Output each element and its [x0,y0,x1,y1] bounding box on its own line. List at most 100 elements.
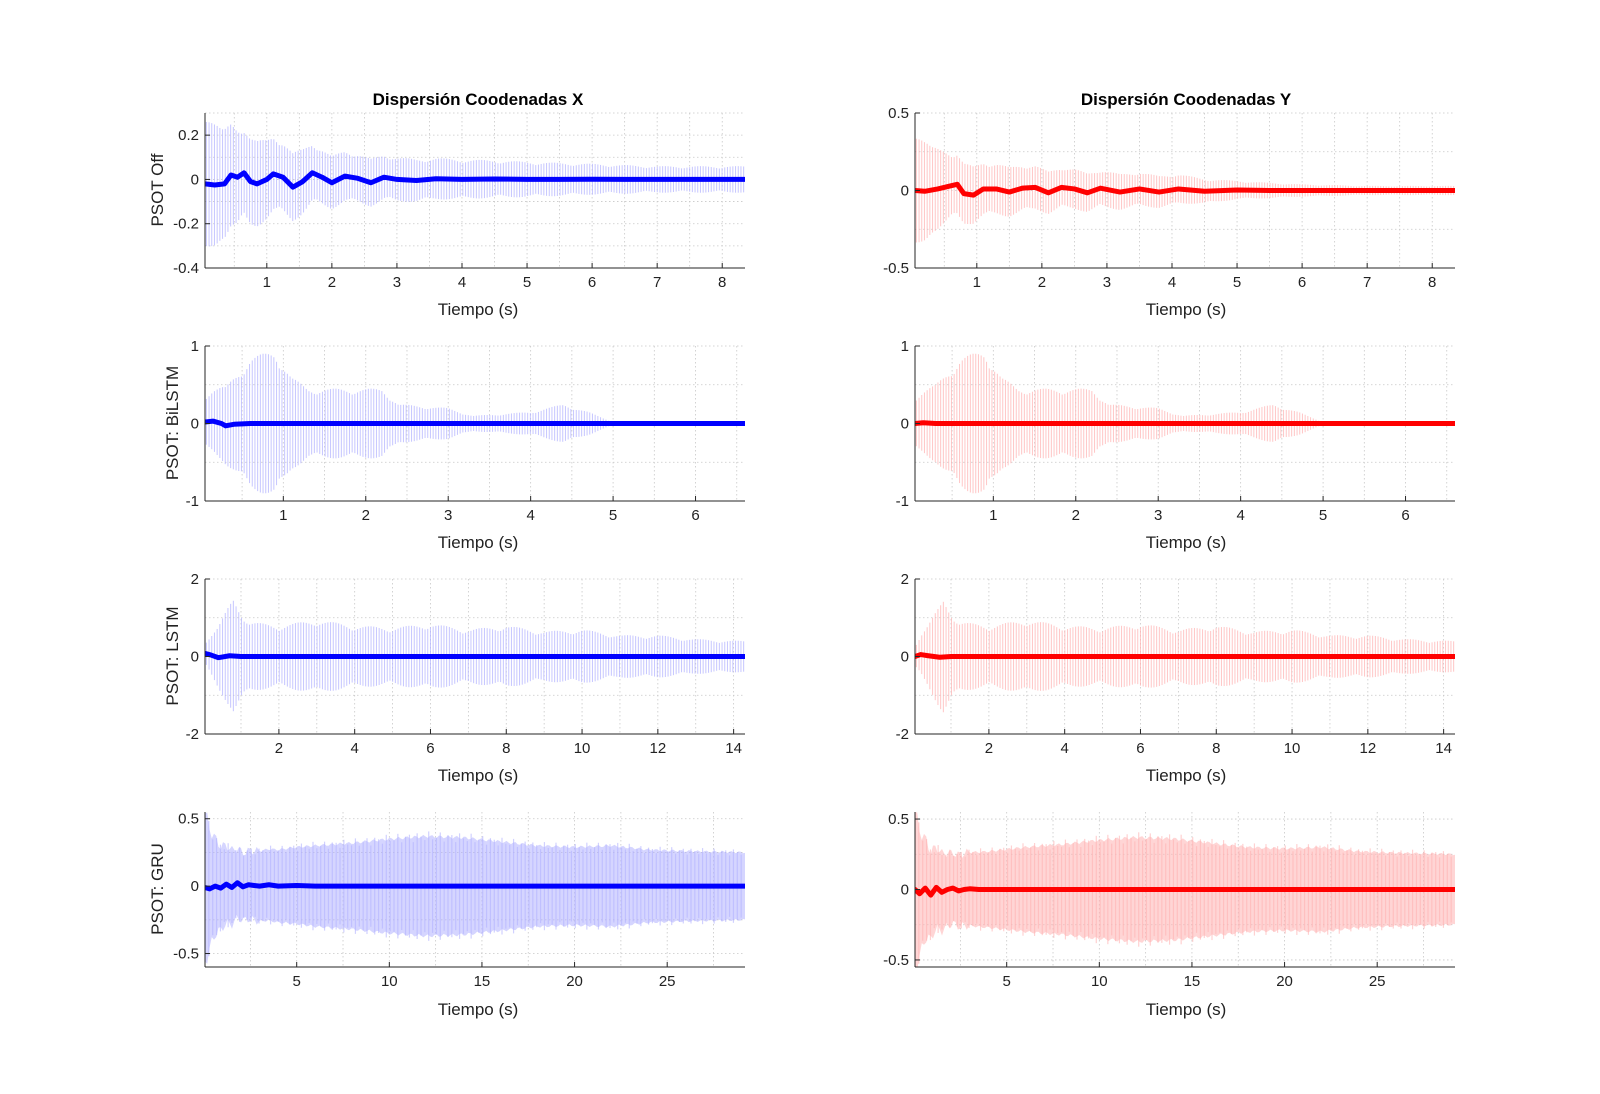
mean-line-ax3 [205,418,745,429]
x-tick-label-ax3: 3 [444,507,452,524]
x-tick-label-ax5: 2 [275,740,283,757]
subplot-ax3: 1 2 3 4 5 6 -1 0 1 [186,338,745,524]
mean-line-ax5 [205,650,745,661]
y-tick-label-ax2: 0.5 [888,105,909,122]
y-tick-label-ax1: -0.4 [173,260,199,277]
x-tick-label-ax4: 3 [1154,507,1162,524]
subplot-layer: 1 2 3 4 5 6 7 8-0.4-0.200.21 2 3 4 5 6 7 8-0.500.51 2 3 4… [173,105,1455,990]
x-tick-label-ax7: 20 [566,973,583,990]
y-tick-label-ax5: 2 [191,571,199,588]
x-tick-label-ax2: 3 [1103,274,1111,291]
x-tick-label-ax5: 12 [649,740,666,757]
y-tick-label-ax4: 0 [901,416,909,433]
ylabel-ax1: PSOT Off [148,153,167,226]
x-tick-label-ax1: 7 [653,274,661,291]
x-tick-label-ax3: 6 [691,507,699,524]
xlabel-ax6: Tiempo (s) [1146,766,1227,785]
mean-line-ax6 [915,652,1455,660]
x-tick-label-ax4: 4 [1236,507,1244,524]
panel-title-x: Dispersión Coodenadas X [373,90,584,109]
y-tick-label-ax7: 0.5 [178,811,199,828]
x-tick-label-ax6: 12 [1359,740,1376,757]
x-tick-label-ax4: 2 [1072,507,1080,524]
x-tick-label-ax2: 6 [1298,274,1306,291]
x-tick-label-ax7: 25 [659,973,676,990]
x-tick-label-ax2: 7 [1363,274,1371,291]
x-tick-label-ax3: 2 [362,507,370,524]
x-tick-label-ax6: 8 [1212,740,1220,757]
x-tick-label-ax2: 5 [1233,274,1241,291]
mean-line-ax4 [915,420,1455,426]
y-tick-label-ax5: -2 [186,726,199,743]
x-tick-label-ax3: 4 [526,507,534,524]
subplot-ax5: 2 4 6 8 10 12 14 -2 0 2 [186,571,745,757]
subplot-ax6: 2 4 6 8 10 12 14 -2 0 2 [896,571,1455,757]
xlabel-ax3: Tiempo (s) [438,533,519,552]
y-tick-label-ax1: -0.2 [173,216,199,233]
y-tick-label-ax6: -2 [896,726,909,743]
subplot-ax8: 5 10 15 20 25 -0.5 0 0.5 [883,811,1455,990]
x-tick-label-ax8: 20 [1276,973,1293,990]
x-tick-label-ax1: 3 [393,274,401,291]
xlabel-ax1: Tiempo (s) [438,300,519,319]
ylabel-ax5: PSOT: LSTM [163,606,182,705]
y-tick-label-ax4: 1 [901,338,909,355]
x-tick-label-ax7: 5 [293,973,301,990]
y-tick-label-ax8: 0.5 [888,811,909,828]
y-tick-label-ax6: 2 [901,571,909,588]
x-tick-label-ax7: 15 [474,973,491,990]
y-tick-label-ax2: 0 [901,183,909,200]
y-tick-label-ax3: 0 [191,416,199,433]
mean-line-ax2 [915,181,1455,198]
x-tick-label-ax1: 8 [718,274,726,291]
mean-line-ax8 [915,884,1455,898]
subplot-ax1: 1 2 3 4 5 6 7 8 -0.4 -0.2 0 0.2 [173,112,745,291]
panel-title-y: Dispersión Coodenadas Y [1081,90,1292,109]
ylabel-ax7: PSOT: GRU [148,843,167,935]
x-tick-label-ax5: 8 [502,740,510,757]
ylabel-ax3: PSOT: BiLSTM [163,366,182,480]
y-tick-label-ax7: 0 [191,878,199,895]
x-tick-label-ax4: 6 [1401,507,1409,524]
y-tick-label-ax1: 0.2 [178,127,199,144]
x-tick-label-ax3: 5 [609,507,617,524]
x-tick-label-ax5: 4 [351,740,359,757]
x-tick-label-ax4: 5 [1319,507,1327,524]
x-tick-label-ax1: 2 [328,274,336,291]
y-tick-label-ax1: 0 [191,171,199,188]
x-tick-label-ax2: 8 [1428,274,1436,291]
subplot-ax2: 1 2 3 4 5 6 7 8 -0.5 0 0.5 [883,105,1455,291]
x-tick-label-ax2: 2 [1038,274,1046,291]
x-tick-label-ax1: 4 [458,274,466,291]
x-tick-label-ax8: 5 [1003,973,1011,990]
y-tick-label-ax6: 0 [901,649,909,666]
mean-line-ax7 [205,880,745,892]
xlabel-ax4: Tiempo (s) [1146,533,1227,552]
xlabel-ax2: Tiempo (s) [1146,300,1227,319]
x-tick-label-ax4: 1 [989,507,997,524]
x-tick-label-ax6: 6 [1136,740,1144,757]
x-tick-label-ax1: 5 [523,274,531,291]
x-tick-label-ax7: 10 [381,973,398,990]
subplot-ax7: 5 10 15 20 25 -0.5 0 0.5 [173,811,745,990]
x-tick-label-ax5: 10 [574,740,591,757]
x-tick-label-ax1: 6 [588,274,596,291]
x-tick-label-ax8: 15 [1184,973,1201,990]
y-tick-label-ax5: 0 [191,649,199,666]
x-tick-label-ax1: 1 [263,274,271,291]
x-tick-label-ax8: 25 [1369,973,1386,990]
x-tick-label-ax5: 6 [426,740,434,757]
xlabel-ax8: Tiempo (s) [1146,1000,1227,1019]
y-tick-label-ax3: 1 [191,338,199,355]
xlabel-ax7: Tiempo (s) [438,1000,519,1019]
x-tick-label-ax2: 1 [973,274,981,291]
x-tick-label-ax6: 2 [985,740,993,757]
x-tick-label-ax2: 4 [1168,274,1176,291]
plot-area-ax1 [205,113,745,268]
y-tick-label-ax7: -0.5 [173,946,199,963]
y-tick-label-ax2: -0.5 [883,260,909,277]
y-tick-label-ax8: -0.5 [883,952,909,969]
x-tick-label-ax6: 14 [1435,740,1452,757]
subplot-ax4: 1 2 3 4 5 6 -1 0 1 [896,338,1455,524]
